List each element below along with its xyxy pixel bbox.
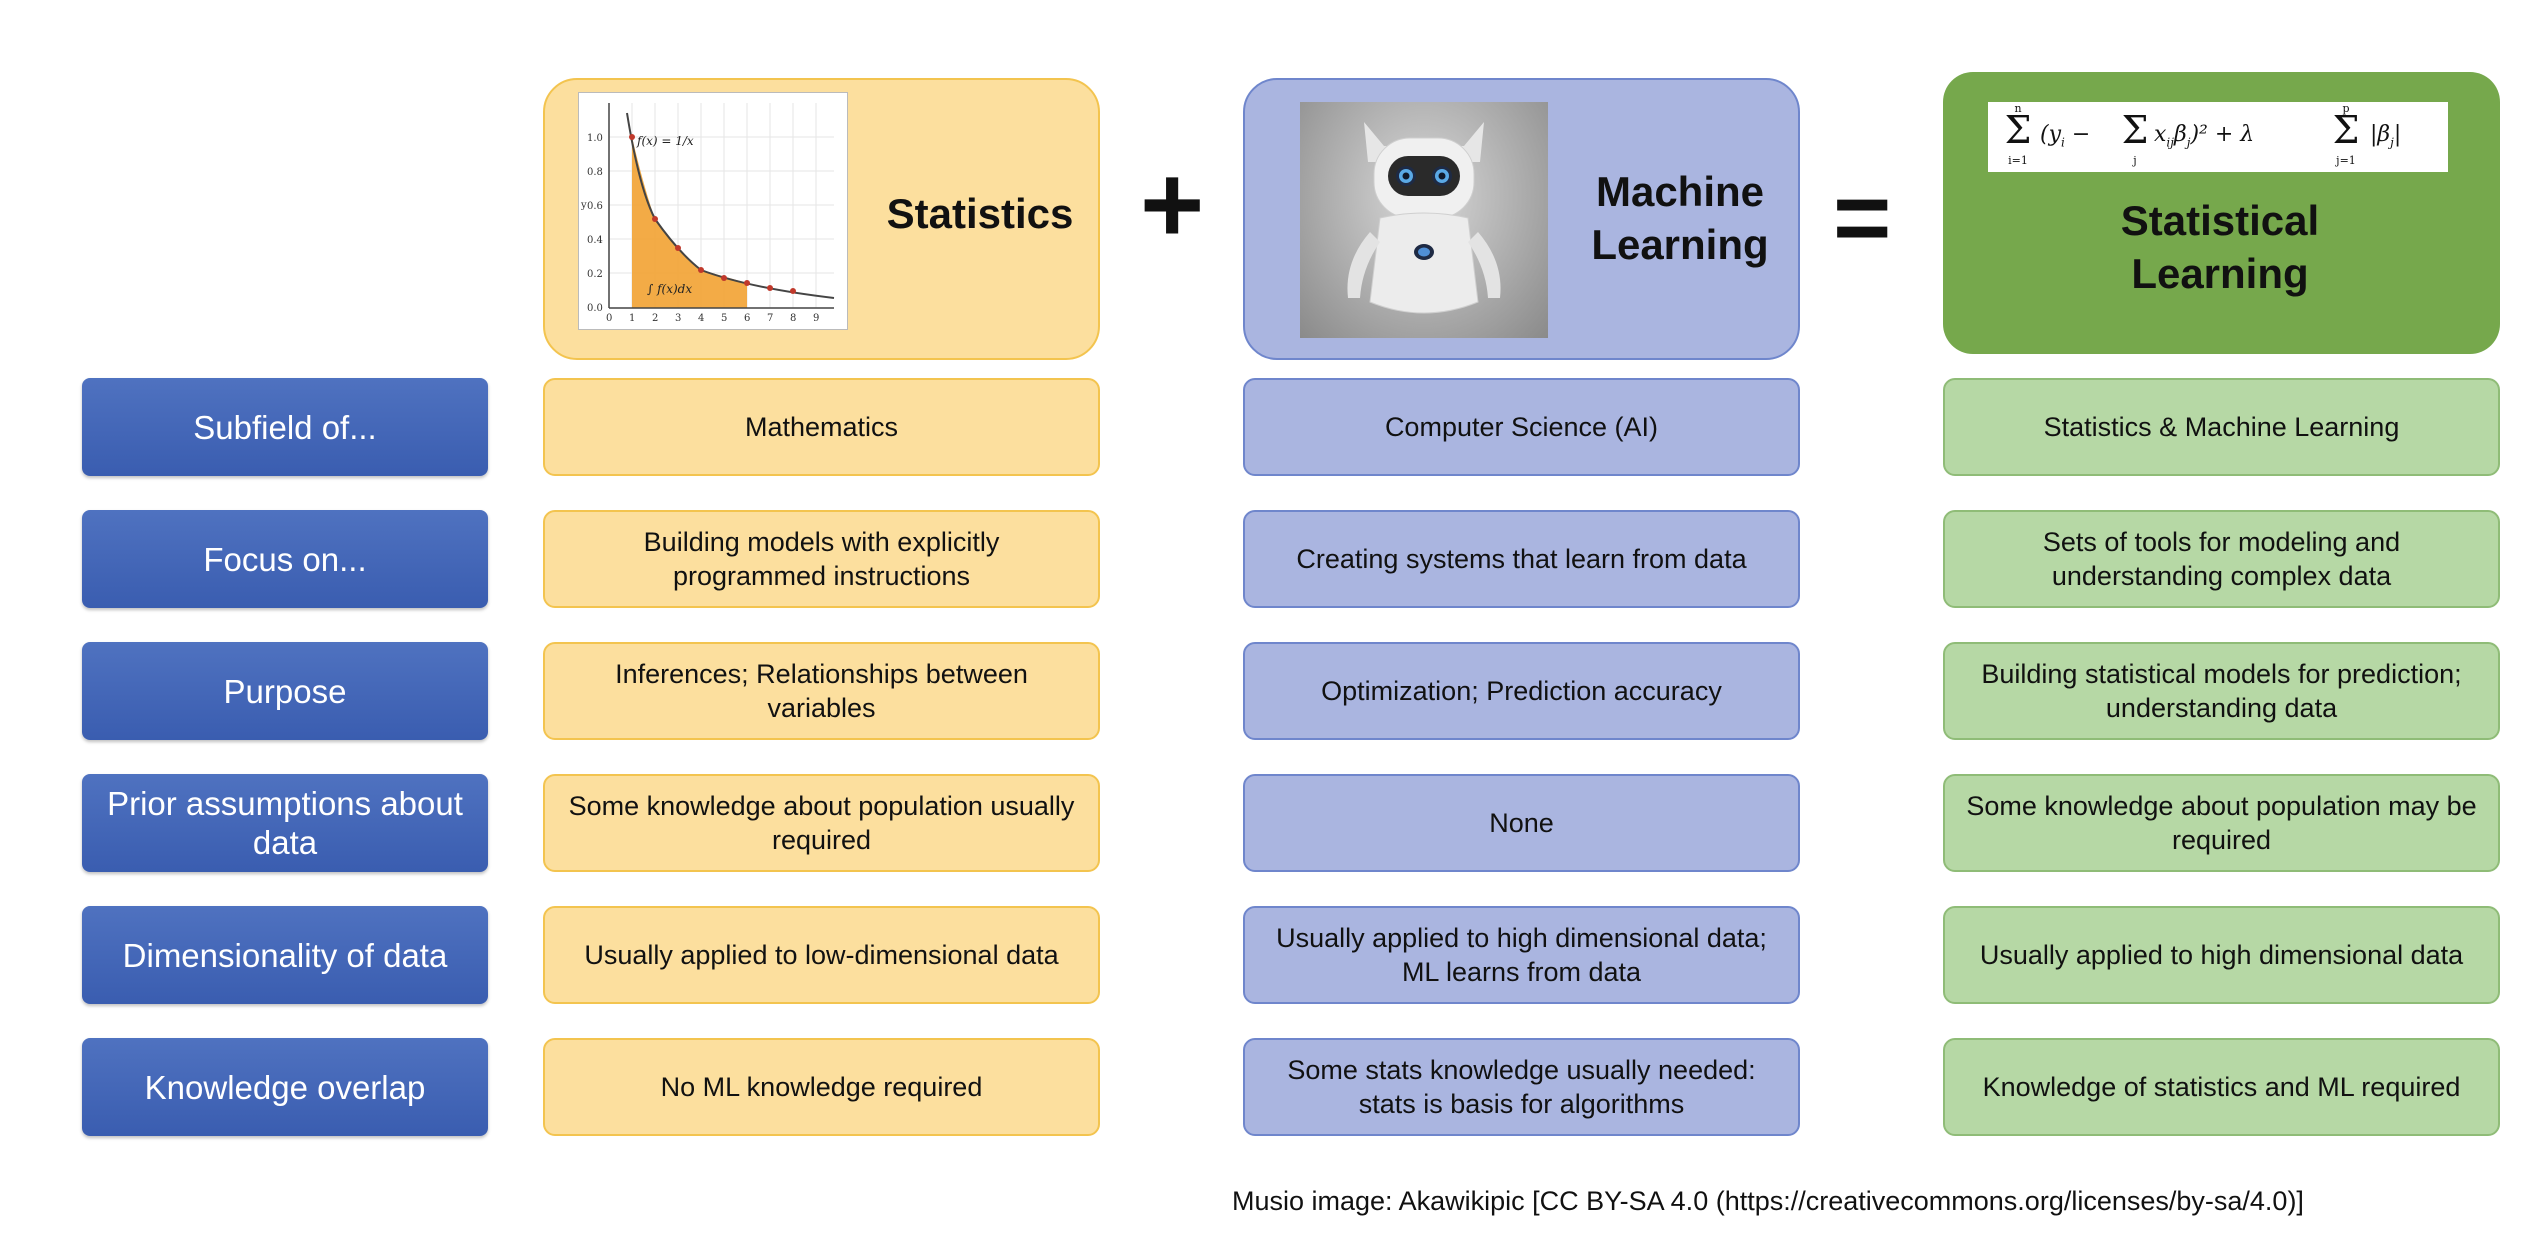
equals-operator: =	[1833, 162, 1892, 274]
function-label: f(x) = 1/x	[636, 134, 694, 148]
y-tick: 0.6	[587, 201, 603, 212]
statistical-learning-cell: Sets of tools for modeling and understan…	[1943, 510, 2500, 608]
x-tick: 1	[629, 313, 635, 324]
row-label-dimensionality: Dimensionality of data	[82, 906, 488, 1004]
sum1-top: n	[2014, 102, 2022, 115]
formula-sub: i	[2061, 135, 2065, 150]
machine-learning-cell: Usually applied to high dimensional data…	[1243, 906, 1800, 1004]
sum3-symbol: Σ	[2332, 108, 2360, 152]
y-tick: 0.4	[587, 235, 603, 246]
statistical-learning-cell: Building statistical models for predicti…	[1943, 642, 2500, 740]
plus-operator: +	[1140, 143, 1205, 266]
y-tick: 0.0	[587, 303, 603, 314]
x-tick: 5	[721, 313, 727, 324]
formula-term: (y	[2040, 122, 2062, 147]
y-tick: 0.8	[587, 167, 603, 178]
x-tick: 0	[606, 313, 612, 324]
sum3-bottom: j=1	[2336, 154, 2356, 167]
statistical-learning-cell: Statistics & Machine Learning	[1943, 378, 2500, 476]
sum2-symbol: Σ	[2121, 108, 2149, 152]
formula-sub: ij	[2166, 135, 2174, 150]
sum1-bottom: i=1	[2008, 154, 2028, 167]
statistics-cell: No ML knowledge required	[543, 1038, 1100, 1136]
curve-line	[626, 112, 835, 299]
x-tick: 2	[652, 313, 658, 324]
machine-learning-cell: Some stats knowledge usually needed: sta…	[1243, 1038, 1800, 1136]
x-tick: 7	[767, 313, 773, 324]
row-label-subfield: Subfield of...	[82, 378, 488, 476]
statistics-cell: Mathematics	[543, 378, 1100, 476]
sum3-top: p	[2342, 102, 2350, 115]
y-tick: 0.2	[587, 269, 603, 280]
machine-learning-cell: Creating systems that learn from data	[1243, 510, 1800, 608]
integral-label: ∫ f(x)dx	[647, 282, 692, 296]
machine-learning-title-line2: Learning	[1591, 221, 1769, 268]
formula-sub: j	[2390, 135, 2394, 150]
x-tick: 3	[675, 313, 681, 324]
machine-learning-cell: None	[1243, 774, 1800, 872]
machine-learning-cell: Optimization; Prediction accuracy	[1243, 642, 1800, 740]
formula-term: |	[2393, 122, 2402, 147]
formula-term: β	[2173, 122, 2187, 147]
row-label-knowledge-overlap: Knowledge overlap	[82, 1038, 488, 1136]
machine-learning-title-line1: Machine	[1595, 168, 1765, 215]
statistics-cell: Building models with explicitly programm…	[543, 510, 1100, 608]
image-credit-caption: Musio image: Akawikipic [CC BY-SA 4.0 (h…	[1232, 1186, 2304, 1216]
row-label-prior-assumptions: Prior assumptions about data	[82, 774, 488, 872]
row-label-focus: Focus on...	[82, 510, 488, 608]
formula-minus: −	[2064, 122, 2091, 147]
x-tick: 8	[790, 313, 796, 324]
integral-graph-image: 0.0 0.2 0.4 0.6 0.8 1.0 0 1 2 3 4 5 6 7 …	[578, 92, 848, 330]
statistics-cell: Usually applied to low-dimensional data	[543, 906, 1100, 1004]
statistical-learning-cell: Knowledge of statistics and ML required	[1943, 1038, 2500, 1136]
statistics-cell: Inferences; Relationships between variab…	[543, 642, 1100, 740]
formula-term: x	[2154, 122, 2167, 147]
y-axis-label: y	[580, 200, 587, 211]
x-tick: 6	[744, 313, 750, 324]
x-tick: 9	[813, 313, 819, 324]
statistics-cell: Some knowledge about population usually …	[543, 774, 1100, 872]
lasso-formula-image: n Σ i=1 (yi − Σ j xijβj)² + λ p Σ j=1 |β…	[1988, 102, 2448, 172]
statistical-learning-title: Statistical Learning	[2040, 194, 2400, 300]
statistics-title: Statistics	[886, 190, 1074, 237]
statistical-learning-title-line1: Statistical	[2120, 197, 2320, 244]
row-label-purpose: Purpose	[82, 642, 488, 740]
machine-learning-title: Machine Learning	[1570, 165, 1790, 271]
machine-learning-cell: Computer Science (AI)	[1243, 378, 1800, 476]
statistical-learning-title-line2: Learning	[2131, 250, 2309, 297]
statistical-learning-cell: Some knowledge about population may be r…	[1943, 774, 2500, 872]
formula-term: )² + λ	[2190, 122, 2255, 147]
sum2-bottom: j	[2133, 154, 2137, 167]
x-tick: 4	[698, 313, 704, 324]
musio-robot-image	[1300, 102, 1548, 338]
formula-sub: j	[2186, 135, 2191, 150]
formula-term: |β	[2370, 122, 2391, 147]
y-tick: 1.0	[587, 133, 603, 144]
integral-area	[632, 137, 747, 308]
statistical-learning-cell: Usually applied to high dimensional data	[1943, 906, 2500, 1004]
sum1-symbol: Σ	[2004, 108, 2032, 152]
